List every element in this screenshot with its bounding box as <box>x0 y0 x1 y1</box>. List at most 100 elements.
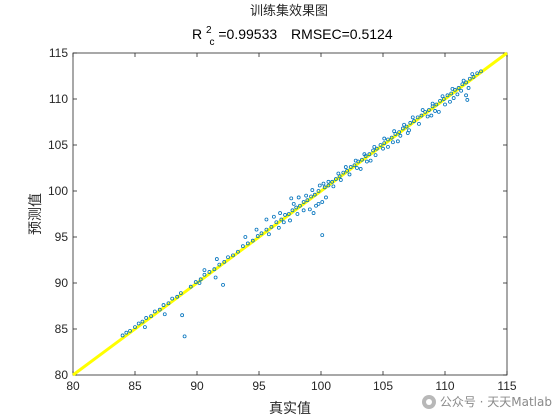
scatter-point <box>362 152 367 157</box>
scatter-point <box>326 179 331 184</box>
scatter-point <box>245 241 250 246</box>
scatter-point <box>198 277 203 282</box>
scatter-point <box>178 291 183 296</box>
scatter-point <box>470 72 475 77</box>
watermark: 公众号 · 天天Matlab <box>421 393 552 410</box>
scatter-point <box>136 321 141 326</box>
scatter-points <box>120 69 483 339</box>
scatter-point <box>386 137 390 142</box>
scatter-point <box>341 170 346 175</box>
scatter-point <box>461 78 466 83</box>
y-tick-label: 95 <box>55 230 69 244</box>
scatter-point <box>267 232 271 237</box>
scatter-point <box>317 183 322 188</box>
scatter-point <box>353 158 358 163</box>
scatter-point <box>289 196 294 201</box>
x-axis-label: 真实值 <box>269 401 311 417</box>
scatter-point <box>389 135 394 140</box>
scatter-point <box>182 334 187 339</box>
scatter-point <box>278 211 282 215</box>
scatter-point <box>438 98 442 103</box>
scatter-point <box>202 268 207 273</box>
scatter-point <box>290 208 295 213</box>
scatter-point <box>259 231 264 236</box>
scatter-point <box>286 212 291 216</box>
scatter-point <box>326 183 331 188</box>
scatter-point <box>465 98 470 102</box>
scatter-point <box>417 121 421 126</box>
scatter-point <box>360 157 364 162</box>
scatter-point <box>296 195 301 200</box>
y-axis-label: 预测值 <box>28 193 44 235</box>
scatter-point <box>162 312 167 317</box>
y-tick-label: 90 <box>55 276 69 290</box>
y-tick-label: 80 <box>55 368 69 382</box>
r2-label: R <box>192 26 202 42</box>
scatter-point <box>331 184 336 189</box>
scatter-point <box>419 113 424 118</box>
scatter-point <box>166 301 171 306</box>
scatter-point <box>243 235 248 239</box>
scatter-point <box>180 313 185 318</box>
scatter-point <box>423 109 428 114</box>
scatter-point <box>120 333 125 338</box>
scatter-point <box>307 207 312 212</box>
scatter-point <box>283 213 287 217</box>
r2-superscript: 2 <box>206 25 212 36</box>
scatter-point <box>466 86 471 90</box>
scatter-point <box>386 144 390 149</box>
watermark-text: 公众号 · 天天Matlab <box>439 395 552 409</box>
scatter-point <box>140 319 145 324</box>
x-tick-label: 80 <box>66 379 80 393</box>
scatter-point <box>309 194 313 199</box>
scatter-point <box>314 203 318 208</box>
scatter-point <box>288 218 292 223</box>
scatter-point <box>374 146 379 151</box>
x-tick-label: 95 <box>252 379 266 393</box>
scatter-point <box>213 275 218 280</box>
scatter-point <box>231 253 235 258</box>
scatter-point <box>410 115 415 120</box>
scatter-point <box>479 69 483 74</box>
scatter-point <box>371 148 375 153</box>
r2-subscript: c <box>209 37 214 48</box>
scatter-point <box>425 114 430 119</box>
scatter-point <box>392 129 397 134</box>
scatter-point <box>301 200 306 204</box>
scatter-point <box>402 122 406 127</box>
scatter-point <box>207 270 212 274</box>
scatter-point <box>448 99 452 104</box>
scatter-point <box>222 259 227 264</box>
scatter-point <box>445 93 450 98</box>
scatter-point <box>436 109 441 114</box>
scatter-point <box>381 146 385 151</box>
scatter-point <box>254 227 259 232</box>
scatter-point <box>301 208 306 213</box>
scatter-point <box>451 96 456 100</box>
scatter-point <box>320 233 325 238</box>
scatter-point <box>124 330 129 335</box>
scatter-point <box>217 262 222 267</box>
scatter-point <box>338 178 343 182</box>
scatter-point <box>415 115 420 120</box>
r2-value: =0.99533 <box>218 26 277 42</box>
scatter-point <box>157 307 162 312</box>
scatter-point <box>276 225 281 230</box>
scatter-point <box>429 113 434 118</box>
scatter-point <box>188 284 193 289</box>
x-tick-label: 100 <box>311 379 331 393</box>
scatter-point <box>412 119 416 123</box>
scatter-point <box>443 102 447 107</box>
axis-ticks: 80 85 90 95 100 105 110 115 80 85 90 95 100 105 110 115 <box>48 46 517 393</box>
scatter-point <box>294 205 299 210</box>
scatter-point <box>236 249 240 254</box>
y-tick-label: 115 <box>49 46 68 60</box>
scatter-point <box>347 172 352 177</box>
scatter-point <box>149 314 154 319</box>
scatter-point <box>391 140 395 145</box>
scatter-point <box>395 139 400 144</box>
scatter-point <box>333 177 338 181</box>
scatter-point <box>455 92 460 97</box>
scatter-point <box>274 220 279 225</box>
y-tick-label: 100 <box>48 184 68 198</box>
